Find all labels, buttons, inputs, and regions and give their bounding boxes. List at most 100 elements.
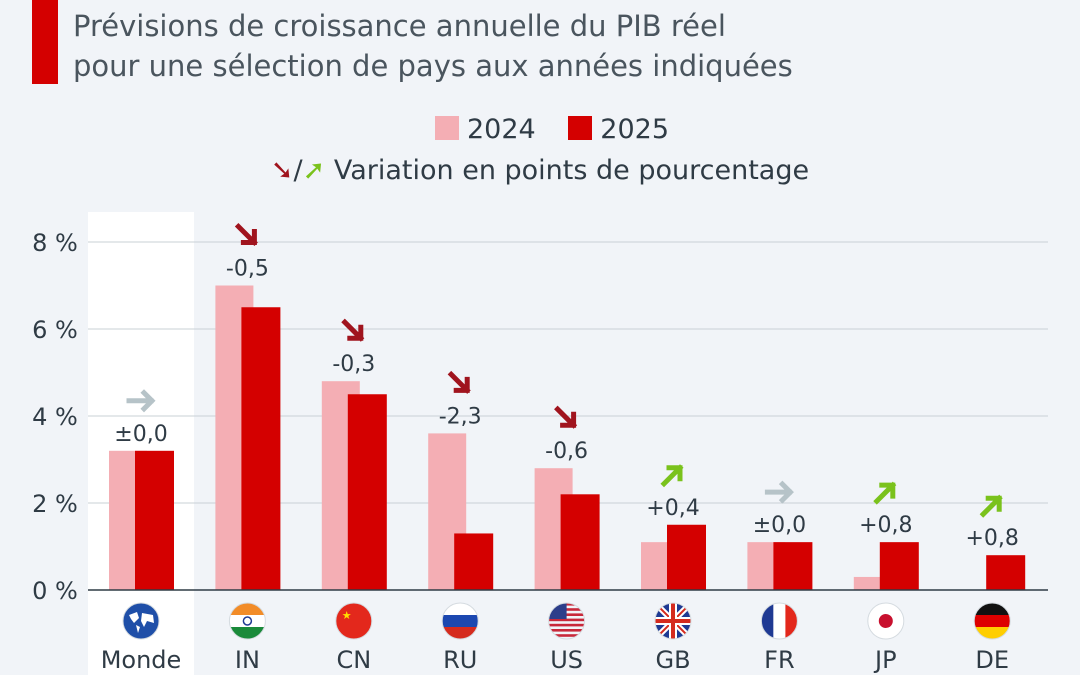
y-tick-label: 0 % [32,577,78,605]
bar-2025-Monde [135,450,174,590]
note-text: Variation en points de pourcentage [333,155,810,186]
flag-body [974,603,1011,639]
subtitle-line: pour une sélection de pays aux années in… [73,49,793,83]
flag-part [335,603,372,639]
flag-body [442,603,479,639]
bar-2025-FR [773,542,813,590]
arrow-path [234,222,258,247]
flag-part [785,603,798,639]
flag-body [655,603,691,639]
arrow-flat-icon [126,389,156,413]
arrow-down-icon [554,405,578,429]
arrow-down-icon [447,370,471,394]
y-tick-label: 2 % [32,490,78,518]
category-label: Monde [101,646,182,674]
legend: 2024 2025 [0,114,1080,145]
flag-body: ★ [335,603,372,639]
category-label: DE [975,646,1009,674]
y-tick-label: 6 % [32,316,78,344]
arrow-down-icon [341,318,365,342]
flag-uk-icon [654,602,692,640]
legend-label-2024: 2024 [466,114,536,145]
chakra [242,616,253,626]
continents [129,612,154,633]
legend-swatch-2025 [568,116,593,140]
flag-part [442,603,479,615]
flag-part [229,603,266,615]
bar-2025-DE [986,555,1026,590]
flag-border [654,602,692,640]
category-label: FR [764,646,794,674]
variation-note: ➘/➚ Variation en points de pourcentage [0,155,1080,186]
arrow-path [447,370,471,394]
flag-part [442,615,479,627]
flag-india-icon [228,602,266,640]
change-label: -0,6 [545,439,588,464]
arrow-up-icon [979,494,1003,518]
flag-part [761,603,774,639]
bar-2025-US [560,494,600,590]
arrow-path [126,389,156,413]
title-line: Prévisions de croissance annuelle du PIB… [73,9,726,43]
category-label: CN [336,646,371,674]
flag-border [760,602,798,640]
flag-body [123,603,159,639]
arrow-path [873,481,897,505]
arrow-path [554,405,578,429]
flag-china-icon: ★ [335,602,373,640]
flag-body [229,603,266,639]
bar-2025-JP [879,542,919,590]
change-label: ±0,0 [114,422,167,447]
arrow-up-icon [873,481,897,505]
change-label: ±0,0 [753,513,806,538]
change-label: +0,8 [859,513,912,538]
flag-part [974,627,1011,639]
change-label: -0,5 [226,257,269,282]
flag-border [548,602,586,640]
category-label: US [550,646,583,674]
arrow-down-icon: ➘ [270,155,294,186]
star: ★ [342,609,352,622]
category-label: GB [655,646,690,674]
legend-label-2025: 2025 [600,114,670,145]
flag-part [548,618,585,622]
change-label: -0,3 [332,352,375,377]
flag-part [548,623,585,627]
flag-border [228,602,266,640]
arrow-path [764,480,794,504]
bar-2025-IN [241,307,281,590]
arrow-path [660,464,684,488]
arrow-up-icon [660,464,684,488]
flag-germany-icon [973,602,1011,640]
bar-2025-RU [454,533,494,590]
flag-part [974,615,1011,627]
flag-part [974,603,1011,615]
arrow-up-icon: ➚ [302,155,326,186]
sun [878,614,893,628]
flag-body [867,603,904,639]
flag-part [655,619,691,623]
flag-part [548,629,585,632]
world-column-highlight [88,212,194,675]
category-label: JP [873,646,897,674]
chart-title: Prévisions de croissance annuelle du PIB… [73,6,793,86]
arrow-path [341,318,365,342]
note-separator: / [293,155,303,186]
bar-2025-GB [667,524,706,590]
change-label: -2,3 [439,404,482,429]
flag-usa-icon [548,602,586,640]
y-tick-label: 4 % [32,403,78,431]
category-label: IN [235,646,260,674]
flag-border [973,602,1011,640]
flag-body [761,603,798,639]
flag-part [442,627,479,639]
flag-border [122,602,160,640]
category-label: RU [443,646,477,674]
flag-part [229,627,266,639]
flag-border [867,602,905,640]
y-tick-label: 8 % [32,229,78,257]
globe-icon [122,602,160,640]
flag-part [548,634,585,637]
flag-france-icon [760,602,798,640]
